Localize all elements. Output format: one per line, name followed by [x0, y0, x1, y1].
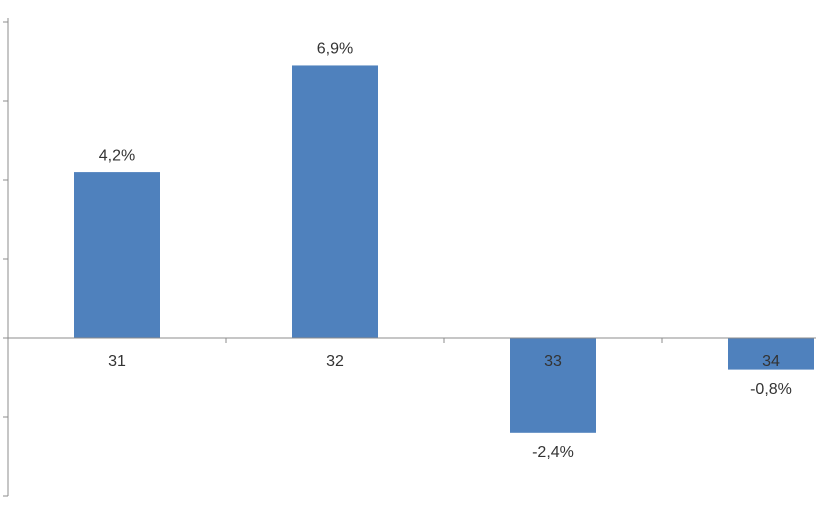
- x-tick-label: 32: [326, 353, 344, 370]
- x-tick-label: 31: [108, 353, 126, 370]
- data-label: 6,9%: [317, 41, 353, 58]
- bar: [74, 172, 160, 338]
- x-tick-label: 34: [762, 353, 780, 370]
- bar: [292, 65, 378, 338]
- bar: [510, 338, 596, 433]
- data-label: -2,4%: [532, 444, 574, 461]
- data-label: 4,2%: [99, 147, 135, 164]
- bar: [728, 338, 814, 370]
- x-tick-label: 33: [544, 353, 562, 370]
- data-label: -0,8%: [750, 381, 792, 398]
